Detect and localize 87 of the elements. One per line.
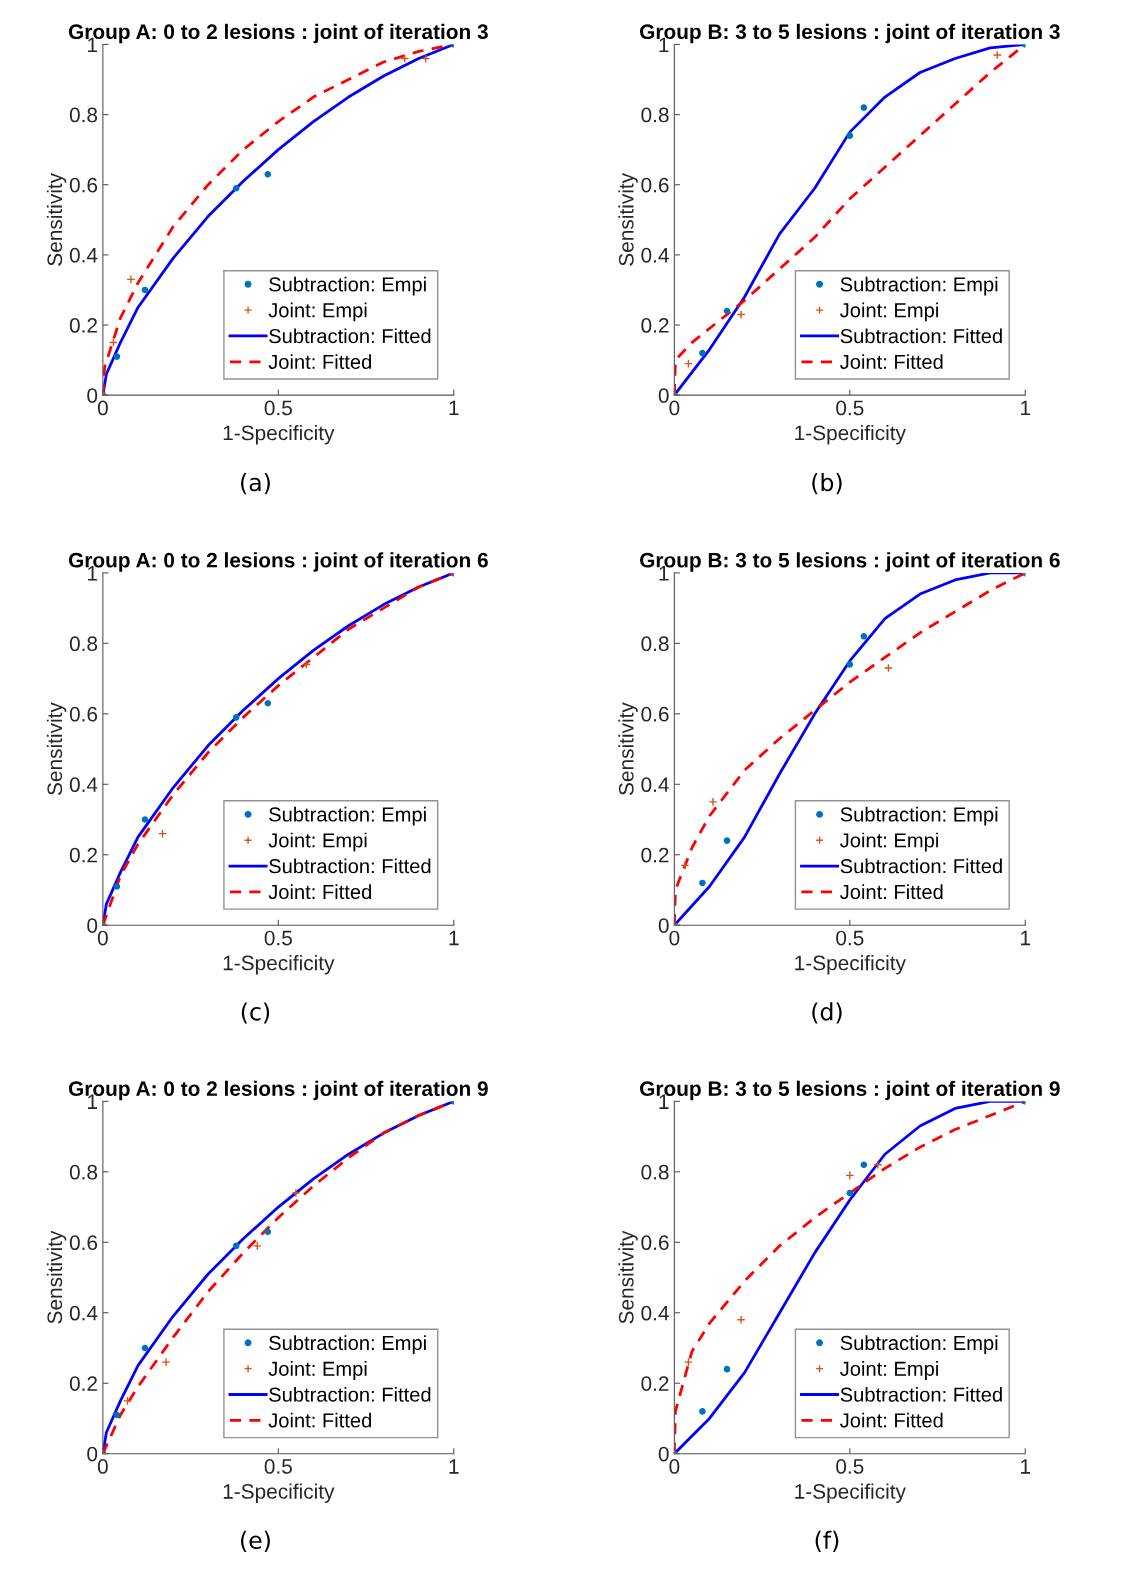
legend-label: Subtraction: Fitted	[840, 1386, 1002, 1402]
y-axis-title: Sensitivity	[46, 1230, 67, 1324]
legend-label: Subtraction: Empi	[840, 806, 998, 826]
y-tick-label: 0.6	[641, 1235, 669, 1251]
y-tick-label: 0.8	[69, 636, 98, 652]
x-axis-title: 1-Specificity	[795, 425, 906, 445]
x-axis-title: 1-Specificity	[223, 1483, 335, 1503]
x-tick-label: 0.5	[836, 1459, 864, 1474]
y-tick-label: 0.4	[641, 777, 669, 793]
y-tick-label: 0.2	[641, 318, 669, 333]
y-axis-title: Sensitivity	[618, 1230, 638, 1324]
y-tick-label: 0.6	[69, 706, 98, 722]
text: (e)	[241, 1530, 270, 1552]
y-tick-label: 0.2	[69, 318, 97, 333]
y-tick-label: 0.2	[641, 847, 669, 863]
y-tick-label: 0.6	[69, 177, 98, 193]
y-tick-label: 0	[87, 1446, 98, 1462]
x-axis-title: 1-Specificity	[795, 1483, 906, 1503]
y-tick-label: 0	[87, 918, 98, 933]
text: (a)	[241, 473, 270, 495]
legend-label: Subtraction: Empi	[840, 276, 998, 296]
x-axis-title: 1-Specificity	[223, 425, 335, 445]
legend-label: Subtraction: Empi	[269, 806, 426, 826]
y-tick-label: 0.8	[69, 107, 98, 123]
x-tick-label: 1	[1021, 930, 1031, 946]
y-tick-label: 0.8	[641, 107, 669, 123]
y-tick-label: 0.4	[69, 1305, 98, 1321]
legend-label: Joint: Fitted	[268, 1412, 371, 1428]
x-tick-label: 1	[1021, 400, 1031, 416]
y-tick-label: 0.2	[69, 1376, 97, 1391]
legend-label: Subtraction: Empi	[269, 1335, 426, 1355]
legend-label: Joint: Fitted	[840, 884, 943, 900]
y-tick-label: 0.6	[641, 706, 669, 722]
text: (d)	[812, 1002, 842, 1024]
legend-label: Subtraction: Empi	[269, 276, 426, 296]
legend-label: Joint: Fitted	[268, 884, 371, 900]
y-tick-label: 0.4	[641, 247, 669, 263]
x-tick-label: 0	[669, 1459, 680, 1474]
legend-label: Joint: Empi	[268, 302, 367, 322]
x-tick-label: 0.5	[264, 400, 292, 416]
legend-label: Subtraction: Fitted	[840, 328, 1002, 344]
legend-label: Joint: Empi	[840, 1361, 938, 1380]
y-tick-label: 0.6	[69, 1235, 98, 1251]
x-axis-title: 1-Specificity	[223, 955, 335, 975]
text: (c)	[241, 1002, 270, 1024]
y-tick-label: 0.2	[641, 1376, 669, 1391]
legend-label: Joint: Fitted	[840, 1412, 943, 1428]
y-axis-title: Sensitivity	[46, 702, 67, 796]
y-tick-label: 0.6	[641, 177, 669, 193]
y-tick-label: 0.4	[69, 777, 98, 793]
y-tick-label: 0	[658, 918, 669, 933]
y-axis-title: Sensitivity	[618, 702, 638, 796]
text: (f)	[815, 1530, 839, 1552]
legend-label: Joint: Fitted	[840, 354, 943, 370]
legend-label: Joint: Empi	[268, 832, 367, 852]
x-tick-label: 1	[449, 400, 459, 416]
legend-label: Subtraction: Empi	[840, 1335, 998, 1355]
x-axis-title: 1-Specificity	[795, 955, 906, 975]
y-tick-label: 0	[658, 1446, 669, 1462]
legend-label: Subtraction: Fitted	[269, 1386, 431, 1402]
legend-label: Subtraction: Fitted	[269, 858, 431, 874]
x-tick-label: 0	[669, 400, 680, 416]
y-tick-label: 0.8	[69, 1164, 98, 1180]
x-tick-label: 1	[449, 930, 459, 946]
text: (b)	[812, 473, 842, 495]
y-tick-label: 0.8	[641, 1164, 669, 1180]
x-tick-label: 1	[449, 1459, 459, 1474]
legend-label: Joint: Empi	[268, 1361, 367, 1380]
legend-label: Subtraction: Fitted	[840, 858, 1002, 874]
legend-label: Subtraction: Fitted	[269, 328, 431, 344]
y-tick-label: 0.8	[641, 636, 669, 652]
y-tick-label: 0.2	[69, 847, 97, 863]
x-tick-label: 1	[1021, 1459, 1031, 1474]
x-tick-label: 0.5	[836, 930, 864, 946]
legend-label: Joint: Fitted	[268, 354, 371, 370]
y-tick-label: 0.4	[69, 247, 98, 263]
y-axis-title: Sensitivity	[46, 172, 67, 266]
legend-label: Joint: Empi	[840, 302, 938, 322]
x-tick-label: 0.5	[264, 930, 292, 946]
y-tick-label: 0	[87, 388, 98, 403]
legend-label: Joint: Empi	[840, 832, 938, 852]
y-tick-label: 0	[658, 388, 669, 403]
y-axis-title: Sensitivity	[618, 172, 638, 266]
x-tick-label: 0.5	[264, 1459, 292, 1474]
x-tick-label: 0.5	[836, 400, 864, 416]
x-tick-label: 0	[669, 930, 680, 946]
y-tick-label: 0.4	[641, 1305, 669, 1321]
